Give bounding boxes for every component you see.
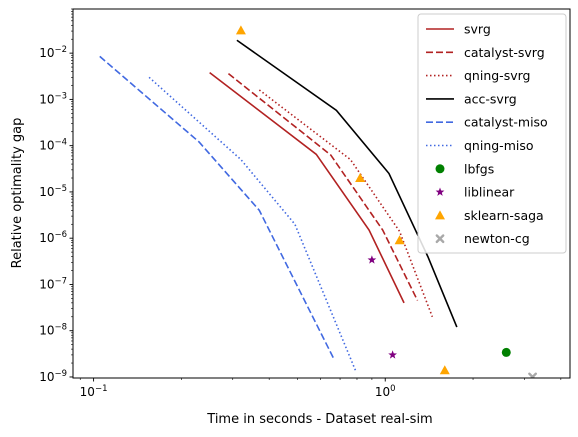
legend-label-svrg: svrg [464,22,491,37]
x-tick-label: 100 [375,384,396,399]
y-tick-label: 10−9 [39,369,67,384]
data-point-liblinear [388,350,397,359]
legend-label-qning-svrg: qning-svrg [464,68,530,83]
legend-label-liblinear: liblinear [464,185,515,200]
legend-label-acc-svrg: acc-svrg [464,91,517,106]
series-line-catalyst-miso [99,55,336,361]
legend-label-qning-miso: qning-miso [464,138,534,153]
y-tick-label: 10−6 [39,230,67,245]
legend-box [417,13,567,254]
y-tick-label: 10−3 [39,91,67,106]
series-layer [99,25,537,378]
series-line-acc-svrg [236,39,458,328]
x-axis-label: Time in seconds - Dataset real-sim [206,412,432,427]
data-point-sklearn-saga [394,235,405,245]
plot-frame [72,8,571,379]
data-point-lbfgs [501,347,511,357]
legend-swatch-newton-cg [435,234,445,244]
x-axis-ticks: 10−1 100 [80,378,562,399]
legend-label-lbfgs: lbfgs [464,161,494,176]
y-tick-label: 10−8 [39,323,67,338]
series-line-svrg [209,71,405,304]
y-axis-label: Relative optimality gap [10,118,25,269]
legend-swatch-liblinear [435,187,445,196]
data-point-sklearn-saga [235,25,246,35]
series-line-qning-svrg [258,89,434,318]
y-tick-label: 10−7 [39,276,67,291]
legend-label-newton-cg: newton-cg [464,231,530,246]
data-point-newton-cg [528,372,537,378]
y-tick-label: 10−2 [39,45,67,60]
legend: svrg catalyst-svrg qning-svrg acc-svrg catal… [417,13,567,254]
series-line-qning-miso [148,76,357,371]
data-point-liblinear [367,255,377,264]
legend-swatch-sklearn-saga [435,210,445,220]
y-tick-label: 10−5 [39,184,67,199]
series-line-catalyst-svrg [227,73,419,301]
data-point-sklearn-saga [439,365,450,375]
x-tick-label: 10−1 [80,384,108,399]
legend-label-sklearn-saga: sklearn-saga [464,208,544,223]
legend-label-catalyst-svrg: catalyst-svrg [464,45,545,60]
y-tick-label: 10−4 [39,138,67,153]
legend-swatch-lbfgs [435,164,445,174]
y-axis-ticks: 10−9 10−8 10−7 10−6 10−5 10−4 10−3 10−2 [39,8,73,384]
data-point-sklearn-saga [355,173,366,183]
legend-label-catalyst-miso: catalyst-miso [464,115,548,130]
